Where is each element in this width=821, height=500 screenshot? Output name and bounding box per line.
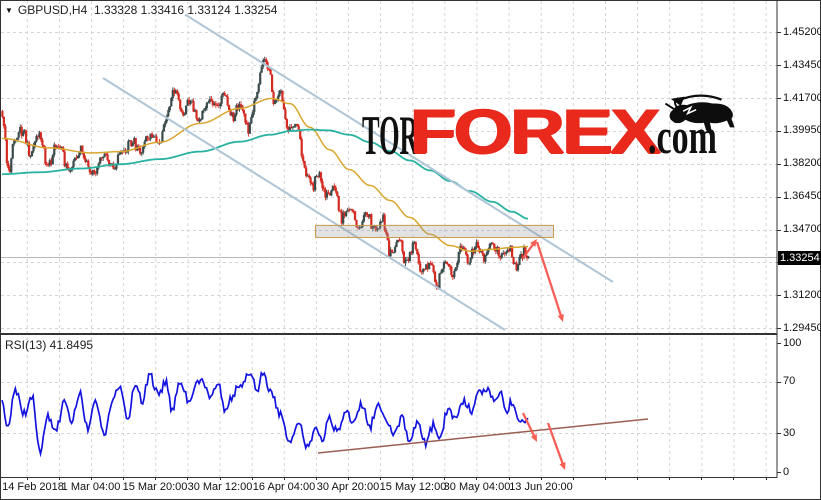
- logo-text-tor: TOR: [362, 105, 419, 167]
- chart-title: ▼ GBPUSD,H4 1.33328 1.33416 1.33124 1.332…: [5, 3, 277, 17]
- rsi-tick-label: 30: [783, 426, 796, 439]
- price-tick-label: 1.43450: [783, 58, 821, 71]
- time-tick-label: 30 May 04:00: [443, 481, 511, 493]
- time-tick-label: 30 Apr 20:00: [316, 481, 380, 493]
- current-price-tag: 1.33254: [778, 251, 821, 265]
- time-tick-label: 15 May 12:00: [379, 481, 447, 493]
- time-tick-label: 14 Feb 2018: [2, 481, 64, 493]
- logo-text-forex: FOREX: [410, 97, 661, 167]
- price-tick-label: 1.38200: [783, 157, 821, 170]
- rsi-tick-label: 0: [783, 465, 790, 478]
- rsi-indicator-label: RSI(13) 41.8495: [5, 338, 94, 352]
- bull-icon: [664, 94, 735, 131]
- price-tick-label: 1.31200: [783, 288, 821, 301]
- torforex-logo: TOR FOREX .com: [360, 92, 752, 164]
- price-tick-label: 1.29450: [783, 321, 821, 334]
- price-tick-label: 1.36450: [783, 190, 821, 203]
- price-tick-label: 1.41700: [783, 91, 821, 104]
- time-tick-label: 1 Mar 04:00: [61, 481, 121, 493]
- price-tick-label: 1.39950: [783, 124, 821, 137]
- price-tick-label: 1.34700: [783, 223, 821, 236]
- time-tick-label: 15 Mar 20:00: [122, 481, 188, 493]
- price-tick-label: 1.45200: [783, 25, 821, 38]
- symbol-dropdown-arrow-icon: ▼: [5, 6, 13, 15]
- rsi-tick-label: 70: [783, 375, 796, 388]
- chart-title-text: GBPUSD,H4 1.33328 1.33416 1.33124 1.3325…: [17, 3, 278, 17]
- rsi-tick-label: 100: [783, 336, 802, 349]
- time-tick-label: 13 Jun 20:00: [509, 481, 573, 493]
- time-tick-label: 30 Mar 12:00: [187, 481, 253, 493]
- time-tick-label: 16 Apr 04:00: [252, 481, 316, 493]
